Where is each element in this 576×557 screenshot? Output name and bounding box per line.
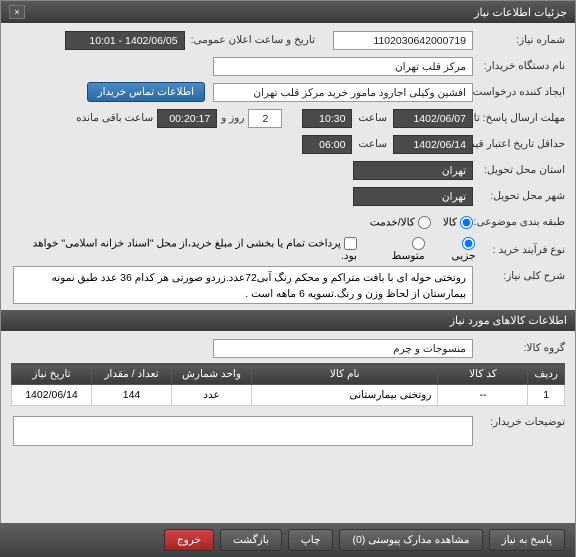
th-date: تاریخ نیاز [12,364,92,385]
group-label: گروه کالا: [473,342,565,354]
td-name: روتختی بیمارستانی [252,385,438,406]
buyer-value: مرکز قلب تهران [213,57,473,76]
announce-value: 1402/06/05 - 10:01 [65,31,185,50]
proc-mid-text: متوسط [392,250,425,262]
close-icon[interactable]: × [9,5,25,19]
exit-button[interactable]: خروج [164,529,214,551]
title-text: جزئیات اطلاعات نیاز [474,6,567,19]
th-name: نام کالا [252,364,438,385]
desc-text: روتختی حوله ای با بافت متراکم و محکم رنگ… [13,266,473,304]
table-header-row: ردیف کد کالا نام کالا واحد شمارش تعداد /… [12,364,565,385]
goods-table: ردیف کد کالا نام کالا واحد شمارش تعداد /… [11,363,565,406]
respond-button[interactable]: پاسخ به نیاز [489,529,565,551]
window: جزئیات اطلاعات نیاز × شماره نیاز: 110203… [0,0,576,557]
table-row[interactable]: 1 -- روتختی بیمارستانی عدد 144 1402/06/1… [12,385,565,406]
group-value: منسوجات و چرم [213,339,473,358]
td-row: 1 [528,385,565,406]
th-code: کد کالا [438,364,528,385]
class-service-radio[interactable]: کالا/خدمت [370,216,431,229]
deadline-time-label: ساعت [358,112,387,124]
requester-label: ایجاد کننده درخواست: [473,86,565,98]
deadline-date: 1402/06/07 [393,109,473,128]
class-service-text: کالا/خدمت [370,216,415,228]
content: شماره نیاز: 1102030642000719 تاریخ و ساع… [1,23,575,456]
city-label: شهر محل تحویل: [473,190,565,202]
remaining-days: 2 [248,109,282,128]
requester-value: افشین وکیلی اجارود مامور خرید مرکز قلب ت… [213,83,473,102]
proc-label: نوع فرآیند خرید : [475,244,565,256]
contact-button[interactable]: اطلاعات تماس خریدار [87,82,205,102]
need-no-value: 1102030642000719 [333,31,473,50]
province-label: استان محل تحویل: [473,164,565,176]
announce-label: تاریخ و ساعت اعلان عمومی: [191,34,315,46]
proc-part-text: جزیی [452,250,476,262]
buyer-label: نام دستگاه خریدار: [473,60,565,72]
province-value: تهران [353,161,473,180]
remaining-time: 00:20:17 [157,109,217,128]
validity-date: 1402/06/14 [393,135,473,154]
buyer-notes-text [13,416,473,446]
th-unit: واحد شمارش [172,364,252,385]
validity-time-label: ساعت [358,138,387,150]
td-code: -- [438,385,528,406]
footer: پاسخ به نیاز مشاهده مدارک پیوستی (0) چاپ… [0,523,575,557]
deadline-label: مهلت ارسال پاسخ: تا تاریخ: [473,112,565,124]
remaining-days-label: روز و [221,112,244,124]
proc-mid-radio[interactable]: متوسط [377,237,425,262]
proc-note-text: پرداخت تمام یا بخشی از مبلغ خرید،از محل … [33,237,357,262]
city-value: تهران [353,187,473,206]
remaining-label: ساعت باقی مانده [76,112,153,124]
deadline-time: 10:30 [302,109,352,128]
th-row: ردیف [528,364,565,385]
td-date: 1402/06/14 [12,385,92,406]
titlebar: جزئیات اطلاعات نیاز × [1,1,575,23]
back-button[interactable]: بازگشت [220,529,282,551]
class-goods-radio[interactable]: کالا [443,216,473,229]
proc-part-radio[interactable]: جزیی [437,237,476,262]
print-button[interactable]: چاپ [288,529,334,551]
need-no-label: شماره نیاز: [473,34,565,46]
class-label: طبقه بندی موضوعی: [473,216,565,228]
proc-note-check[interactable]: پرداخت تمام یا بخشی از مبلغ خرید،از محل … [23,237,357,262]
td-qty: 144 [92,385,172,406]
buyer-notes-label: توضیحات خریدار: [473,416,565,428]
attach-button[interactable]: مشاهده مدارک پیوستی (0) [339,529,482,551]
class-goods-text: کالا [443,216,457,228]
section-goods-title: اطلاعات کالاهای مورد نیاز [1,310,575,331]
td-unit: عدد [172,385,252,406]
validity-label: حداقل تاریخ اعتبار قیمت: تا تاریخ: [473,138,565,150]
th-qty: تعداد / مقدار [92,364,172,385]
desc-label: شرح کلی نیاز: [473,266,565,282]
validity-time: 06:00 [302,135,352,154]
